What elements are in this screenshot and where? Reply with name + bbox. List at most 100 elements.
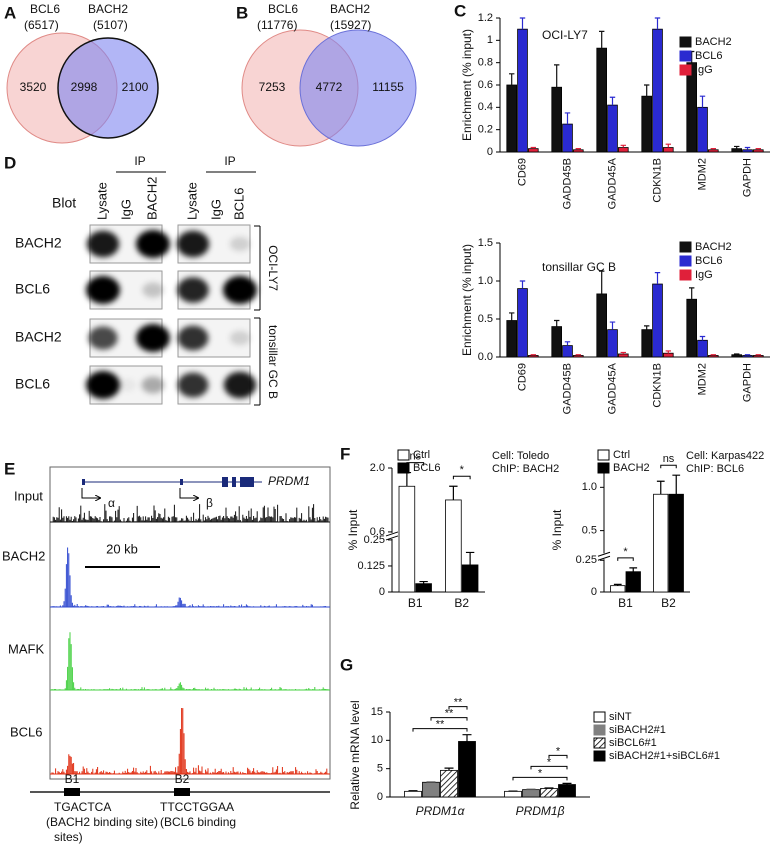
legend-label: siNT [609, 711, 632, 723]
bar [596, 47, 607, 153]
significance-label: * [547, 756, 552, 768]
promoter-arrow [179, 488, 198, 498]
lane-label: BACH2 [144, 177, 159, 220]
band [223, 371, 257, 399]
error-bar [544, 787, 554, 789]
gene-name: PRDM1 [268, 474, 310, 488]
error-bar [519, 280, 526, 289]
venn-label: BCL6 [268, 2, 298, 16]
venn-count: 7253 [259, 80, 286, 94]
exon [180, 479, 183, 485]
site-box [64, 788, 80, 796]
exon [232, 477, 236, 487]
x-tick-label: MDM2 [696, 158, 708, 190]
y-tick-label: 1.2 [478, 12, 493, 24]
error-bar [613, 583, 622, 586]
y-tick-label: 0 [591, 586, 597, 598]
ip-label: IP [224, 154, 235, 168]
y-axis-label: Enrichment (% input) [460, 244, 474, 356]
band [136, 230, 170, 258]
venn-total: (5107) [93, 18, 128, 32]
venn-total: (6517) [24, 18, 59, 32]
ip-label: IP [134, 154, 145, 168]
y-tick-label: 0.2 [478, 124, 493, 136]
error-bar [734, 145, 740, 149]
error-bar [530, 354, 536, 356]
legend-swatch [597, 449, 610, 461]
signal [52, 504, 329, 522]
y-tick-label: 0.6 [478, 79, 493, 91]
y-tick-label: 0 [379, 586, 385, 598]
y-tick-label: 0 [377, 791, 383, 803]
lane-label: BCL6 [231, 187, 246, 220]
x-tick-label: GADD45A [606, 157, 618, 209]
x-tick-label: B1 [408, 596, 423, 610]
bar [551, 326, 562, 358]
y-tick-label: 0.0 [478, 351, 493, 363]
bar [461, 564, 479, 593]
x-tick-label: GADD45B [561, 158, 573, 209]
promoter-arrow [81, 488, 100, 498]
venn-count: 2100 [122, 80, 149, 94]
group-label: tonsillar GC B [266, 325, 280, 399]
legend-label: BACH2 [613, 462, 650, 474]
error-bar [575, 354, 581, 356]
panel-label: G [340, 655, 353, 674]
axis-break [598, 553, 610, 560]
promoter-label: α [108, 496, 115, 510]
error-bar [710, 354, 716, 356]
annotation: ChIP: BACH2 [492, 463, 559, 475]
bar [517, 28, 528, 153]
error-bar [564, 112, 571, 125]
significance-bracket [617, 557, 634, 561]
legend-label: Ctrl [413, 449, 430, 461]
axis-break [386, 532, 398, 539]
lane-label: IgG [118, 199, 133, 220]
legend-label: siBACH2#1 [609, 724, 666, 736]
bar [528, 148, 539, 153]
y-tick-label: 1.5 [478, 237, 493, 249]
error-bar [408, 790, 418, 792]
exon [222, 477, 228, 487]
bar [422, 781, 440, 798]
legend-swatch [679, 64, 692, 76]
venn-label: BCL6 [30, 2, 60, 16]
error-bar [609, 96, 616, 106]
site-note: (BACH2 binding site) [46, 815, 158, 829]
error-bar [665, 350, 671, 354]
error-bar [620, 144, 626, 148]
band [177, 325, 209, 351]
site-sequence: TGACTCA [54, 800, 111, 814]
venn-count: 4772 [316, 80, 343, 94]
band [177, 372, 209, 398]
bar [506, 320, 517, 358]
panel-label: B [236, 3, 248, 22]
error-bar [599, 270, 605, 294]
error-bar [644, 84, 650, 97]
venn-label: BACH2 [330, 2, 370, 16]
lane-label: Lysate [94, 182, 109, 220]
error-bar [665, 143, 671, 148]
annotation: Cell: Karpas422 [686, 450, 764, 462]
western-blot: IP IP Blot BACH2 BCL6 BACH2 BCL6 OCI-LY7… [15, 154, 280, 406]
error-bar [575, 148, 581, 150]
bar [731, 354, 742, 358]
error-bar [656, 480, 665, 495]
bar [517, 288, 528, 358]
bar [445, 499, 462, 593]
y-tick-label: 0.5 [478, 313, 493, 325]
legend-swatch [679, 50, 692, 62]
bar [625, 571, 641, 593]
y-tick-label: 0.6 [370, 526, 385, 538]
y-tick-label: 0.25 [576, 554, 597, 566]
bar [528, 355, 539, 358]
bar [753, 149, 764, 153]
legend-swatch [593, 737, 606, 749]
significance-bracket [430, 717, 468, 721]
error-bar [699, 335, 706, 341]
legend-swatch [593, 724, 606, 736]
y-tick-label: 0.25 [364, 534, 385, 546]
site-label: B1 [65, 772, 80, 786]
error-bar [629, 567, 638, 572]
